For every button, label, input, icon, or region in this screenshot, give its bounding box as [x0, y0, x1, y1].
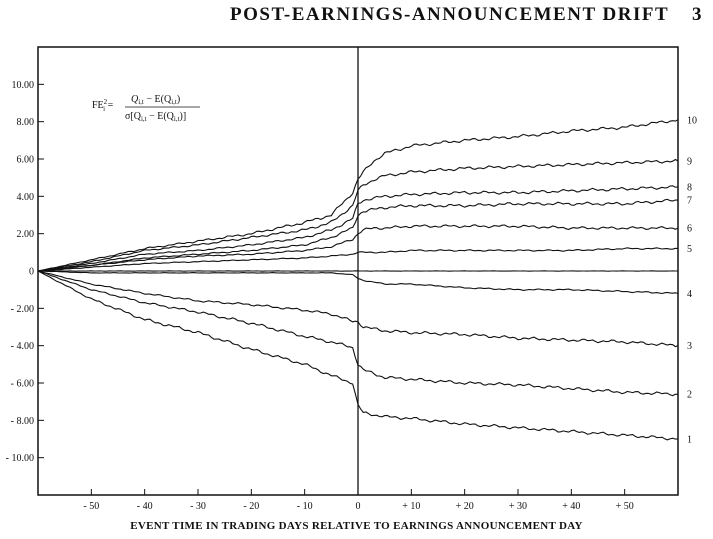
- series-labels: 10 9 8 7 6 5 4 3 2 1: [687, 115, 697, 445]
- page-number: 3: [692, 4, 702, 25]
- series-end-label: 2: [687, 390, 692, 401]
- y-tick-label: 4.00: [17, 192, 35, 203]
- x-tick-label: + 20: [456, 501, 474, 512]
- x-tick-label: - 30: [190, 501, 206, 512]
- x-tick-label: - 50: [83, 501, 99, 512]
- series-line: [37, 270, 679, 295]
- x-tick-label: - 20: [243, 501, 259, 512]
- x-tick-label: + 40: [562, 501, 580, 512]
- y-tick-label: 2.00: [17, 229, 35, 240]
- series-end-label: 7: [687, 196, 692, 207]
- y-tick-label: 0: [29, 267, 34, 278]
- series-line: [37, 198, 679, 272]
- series-line: [37, 270, 679, 441]
- x-axis: - 50 - 40 - 30 - 20 - 10 0 + 10 + 20 + 30 + 40 + 5…: [83, 489, 634, 512]
- series-end-label: 8: [687, 183, 692, 194]
- series-end-label: 6: [687, 224, 692, 235]
- y-tick-label: - 2.00: [11, 304, 34, 315]
- series-end-label: 5: [687, 244, 692, 255]
- series-group: [37, 119, 679, 441]
- series-line: [37, 224, 679, 272]
- x-tick-label: - 40: [137, 501, 153, 512]
- formula-denominator: σ[Qi,t − E(Qi,t)]: [125, 111, 186, 123]
- series-end-label: 9: [687, 156, 692, 167]
- y-axis: 10.00 8.00 6.00 4.00 2.00 0 - 2.00 - 4.00 - 6.00…: [6, 80, 44, 464]
- y-tick-label: 6.00: [17, 155, 35, 166]
- series-line: [37, 247, 679, 272]
- y-tick-label: - 10.00: [6, 453, 34, 464]
- y-tick-label: - 8.00: [11, 416, 34, 427]
- x-tick-label: + 10: [402, 501, 420, 512]
- series-line: [37, 119, 679, 272]
- y-tick-label: - 4.00: [11, 341, 34, 352]
- series-line: [37, 185, 679, 272]
- formula-lhs: FE2 i =: [92, 98, 114, 113]
- x-tick-label: + 50: [616, 501, 634, 512]
- y-tick-label: - 6.00: [11, 379, 34, 390]
- formula-numerator: Qi,t − E(Qi,t): [131, 94, 180, 106]
- series-line: [37, 158, 679, 272]
- series-line: [37, 270, 679, 397]
- page-title: POST-EARNINGS-ANNOUNCEMENT DRIFT: [230, 4, 670, 25]
- x-tick-label: - 10: [297, 501, 313, 512]
- x-axis-title: EVENT TIME IN TRADING DAYS RELATIVE TO E…: [130, 520, 583, 532]
- series-line: [37, 270, 679, 348]
- y-tick-label: 8.00: [17, 117, 35, 128]
- x-tick-label: + 30: [509, 501, 527, 512]
- x-tick-label: 0: [356, 501, 361, 512]
- page-header: POST-EARNINGS-ANNOUNCEMENT DRIFT 3: [0, 0, 713, 30]
- formula-annotation: FE2 i = Qi,t − E(Qi,t) σ[Qi,t − E(Qi,t)]: [92, 94, 200, 123]
- series-end-label: 3: [687, 341, 692, 352]
- series-end-label: 10: [687, 115, 697, 126]
- series-end-label: 1: [687, 435, 692, 446]
- series-end-label: 4: [687, 289, 692, 300]
- y-tick-label: 10.00: [12, 80, 35, 91]
